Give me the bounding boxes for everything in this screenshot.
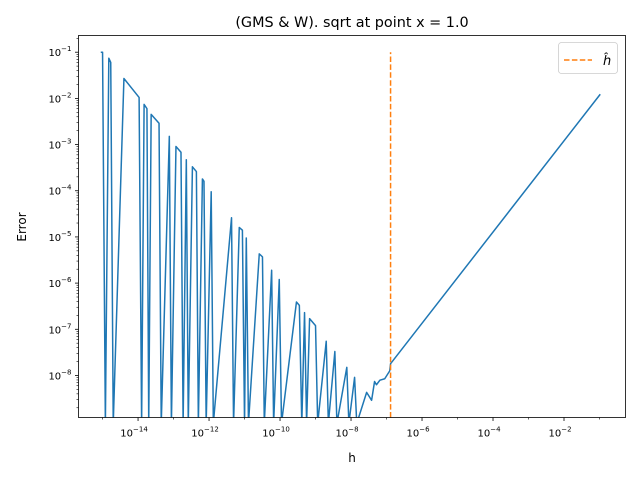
y-tick-label: 10−1	[48, 45, 71, 59]
legend-label-h-hat: ĥ	[603, 53, 611, 69]
y-tick-label: 10−5	[48, 230, 71, 244]
chart-title: (GMS & W). sqrt at point x = 1.0	[235, 15, 468, 31]
y-tick-label: 10−4	[48, 184, 72, 198]
x-tick-label: 10−8	[335, 426, 358, 440]
legend-box	[558, 42, 618, 74]
y-tick-label: 10−8	[48, 368, 71, 382]
y-axis-label: Error	[15, 212, 29, 241]
y-tick-label: 10−6	[48, 276, 72, 290]
x-tick-label: 10−12	[191, 426, 219, 440]
y-axis: 10−1 10−2 10−3 10−4 10−5 10−6 10−7 10−8	[48, 38, 79, 409]
series-layer	[100, 51, 601, 418]
x-tick-label: 10−2	[548, 426, 571, 440]
x-tick-label: 10−14	[120, 426, 148, 440]
x-axis: 10−14 10−12 10−10 10−8 10−6 10−4 10−2	[102, 417, 600, 440]
y-tick-label: 10−7	[48, 322, 71, 336]
x-axis-label: h	[348, 451, 356, 465]
x-tick-label: 10−10	[262, 426, 290, 440]
x-tick-label: 10−6	[406, 426, 430, 440]
legend: ĥ	[558, 42, 618, 74]
series-line-0	[100, 51, 601, 418]
axes-frame	[78, 35, 626, 418]
y-tick-label: 10−3	[48, 138, 71, 152]
x-tick-label: 10−4	[477, 426, 501, 440]
y-tick-label: 10−2	[48, 91, 71, 105]
